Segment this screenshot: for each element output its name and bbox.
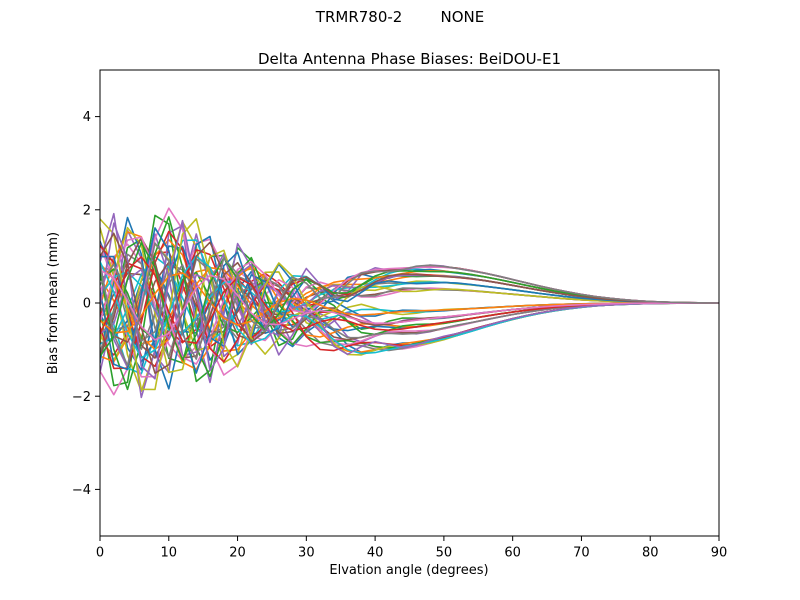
y-tick-label: 2 [83,203,91,218]
x-tick-label: 10 [161,545,178,560]
y-tick-label: 0 [83,297,91,312]
line-series-group [100,207,719,399]
x-tick-label: 60 [504,545,521,560]
x-tick-label: 40 [367,545,384,560]
x-tick-label: 0 [96,545,104,560]
axes-title: Delta Antenna Phase Biases: BeiDOU-E1 [258,50,561,68]
x-tick-label: 30 [298,545,315,560]
figure-suptitle: TRMR780-2 NONE [315,8,485,26]
y-tick-label: −4 [72,483,91,498]
y-axis-label: Bias from mean (mm) [46,232,61,374]
x-axis-label: Elvation angle (degrees) [329,563,488,578]
axis-ticks-group: 0 10 20 30 40 50 60 70 80 90 −4 −2 0 2 4 [72,110,727,560]
series-line [100,269,719,341]
series-line [100,242,719,367]
series-line [100,219,719,380]
x-tick-label: 50 [436,545,453,560]
series-line [100,232,719,375]
y-tick-label: 4 [83,110,91,125]
x-tick-label: 20 [229,545,246,560]
y-tick-label: −2 [72,390,91,405]
x-tick-label: 80 [642,545,659,560]
x-tick-label: 90 [711,545,728,560]
x-tick-label: 70 [573,545,590,560]
